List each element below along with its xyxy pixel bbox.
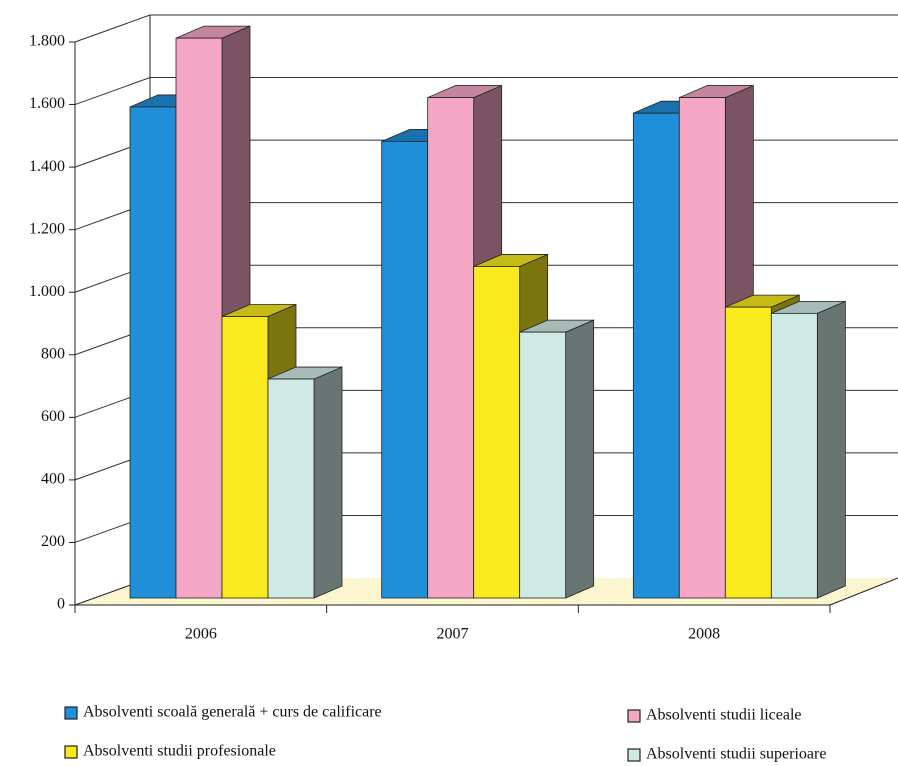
bar-front [221, 316, 269, 599]
bar-side [565, 319, 595, 599]
y-tick-label: 1.800 [29, 33, 65, 50]
legend-label: Absolventi scoală generală + curs de cal… [83, 704, 382, 721]
floor-edge [829, 577, 898, 606]
bar [267, 366, 343, 599]
legend-swatch [627, 748, 641, 762]
bar-front [632, 112, 680, 599]
bar-front [678, 97, 726, 599]
bar-front [381, 140, 429, 599]
legend-swatch [64, 745, 78, 759]
y-tick-label: 1.600 [29, 95, 65, 112]
bar [519, 319, 595, 599]
bar-front [770, 312, 818, 599]
x-tick-label: 2006 [185, 626, 217, 643]
grid-line [74, 14, 898, 43]
y-tick-label: 600 [41, 408, 65, 425]
y-tick-label: 800 [41, 345, 65, 362]
y-tick-label: 400 [41, 471, 65, 488]
y-tick-label: 1.400 [29, 158, 65, 175]
bar-side [816, 300, 846, 599]
bar-front [724, 306, 772, 599]
legend-label: Absolventi studii superioare [646, 746, 826, 763]
y-tick-label: 0 [57, 596, 65, 613]
legend-label: Absolventi studii profesionale [83, 743, 276, 760]
grid-line [74, 77, 898, 106]
bar-front [267, 378, 315, 599]
bar-front [473, 266, 521, 599]
bar-front [175, 37, 223, 599]
y-tick-label: 1.000 [29, 283, 65, 300]
y-tick-label: 200 [41, 533, 65, 550]
bar [770, 300, 846, 599]
bar-front [129, 106, 177, 599]
bar-front [519, 331, 567, 599]
x-tick-label: 2007 [437, 626, 469, 643]
legend-swatch [627, 709, 641, 723]
x-tick-label: 2008 [688, 626, 720, 643]
legend-swatch [64, 706, 78, 720]
legend-label: Absolventi studii liceale [646, 707, 802, 724]
bar-side [313, 366, 343, 599]
bar-front [427, 97, 475, 599]
y-tick-label: 1.200 [29, 220, 65, 237]
